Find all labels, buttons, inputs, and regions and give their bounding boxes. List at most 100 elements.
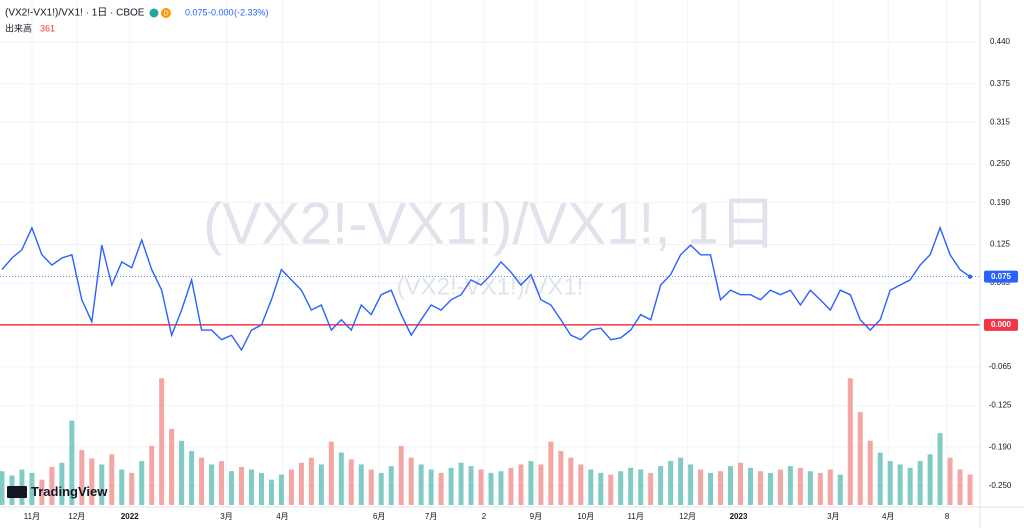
symbol-title: (VX2!-VX1!)/VX1! · 1日 · CBOE	[5, 8, 145, 19]
volume-bar	[209, 464, 215, 505]
volume-bar	[119, 469, 125, 505]
volume-bar	[199, 457, 205, 505]
volume-bar	[558, 450, 564, 505]
volume-bar	[578, 464, 584, 505]
y-tick-label: -0.065	[989, 362, 1012, 371]
badge-circle	[161, 8, 171, 18]
volume-bar	[29, 472, 35, 505]
volume-bar	[149, 445, 155, 505]
x-tick-label: 2023	[730, 512, 748, 521]
volume-bar	[737, 462, 743, 505]
volume-bar	[638, 469, 644, 505]
volume-bar	[358, 464, 364, 505]
volume-bar	[278, 474, 284, 505]
volume-bar	[767, 472, 773, 505]
x-tick-label: 6月	[373, 512, 385, 521]
logo-mark	[7, 486, 27, 498]
volume-bar	[917, 461, 923, 505]
volume-bar	[747, 467, 753, 505]
volume-bar	[448, 467, 454, 505]
volume-bar	[708, 472, 714, 505]
volume-bar	[538, 464, 544, 505]
volume-bar	[728, 466, 734, 505]
volume-bar	[179, 440, 185, 505]
y-tick-label: -0.190	[989, 442, 1012, 451]
badge: D	[163, 10, 168, 17]
volume-bar	[498, 471, 504, 505]
volume-bar	[169, 428, 175, 505]
volume-bar	[777, 469, 783, 505]
volume-bar	[308, 457, 314, 505]
volume-bar	[478, 469, 484, 505]
volume-bar	[79, 450, 85, 505]
volume-bar	[937, 433, 943, 505]
y-tick-label: 0.375	[990, 79, 1011, 88]
volume-bar	[368, 469, 374, 505]
volume-bar	[947, 457, 953, 505]
y-tick-label: 0.190	[990, 198, 1011, 207]
volume-bar	[268, 479, 274, 505]
x-tick-label: 2022	[121, 512, 139, 521]
volume-bar	[39, 479, 45, 505]
volume-bar	[568, 457, 574, 505]
volume-bar	[229, 471, 235, 505]
y-tick-label: 0.315	[990, 117, 1011, 126]
y-tick-label: 0.125	[990, 240, 1011, 249]
y-tick-label: 0.065	[990, 278, 1011, 287]
change: -0.000	[208, 7, 234, 17]
volume-bar	[69, 420, 75, 505]
volume-pane	[0, 378, 973, 505]
x-tick-label: 4月	[276, 512, 288, 521]
volume-bar	[438, 472, 444, 505]
plot	[0, 225, 980, 352]
price-line	[1, 225, 971, 352]
x-tick-label: 7月	[425, 512, 437, 521]
volume-bar	[678, 457, 684, 505]
volume-bar	[129, 472, 135, 505]
volume-bar	[628, 467, 634, 505]
y-tick-label: 0.440	[990, 37, 1011, 46]
x-tick-label: 3月	[827, 512, 839, 521]
level-label: 0.000	[991, 320, 1012, 329]
volume-bar	[688, 464, 694, 505]
volume-bar	[189, 450, 195, 505]
x-tick-label: 8	[945, 512, 950, 521]
volume-bar	[837, 474, 843, 505]
volume-bar	[99, 464, 105, 505]
volume-bar	[847, 378, 853, 505]
x-tick-label: 12月	[68, 512, 85, 521]
volume-bar	[957, 469, 963, 505]
volume-bar	[248, 469, 254, 505]
volume-bar	[658, 466, 664, 505]
volume-bar	[588, 469, 594, 505]
axes: 0.440 0.375 0.315 0.250 0.190 0.125 0.065 0.000…	[24, 37, 1018, 521]
volume-bar	[827, 469, 833, 505]
volume-bar	[239, 466, 245, 505]
volume-bar	[458, 462, 464, 505]
logo-text: TradingView	[31, 484, 108, 499]
volume-bar	[89, 458, 95, 505]
volume-bar	[548, 441, 554, 505]
volume-bar	[49, 466, 55, 505]
volume-bar	[757, 471, 763, 505]
volume-bar	[109, 454, 115, 505]
volume-bar	[219, 461, 225, 505]
price-badge-label: 0.075	[991, 272, 1012, 281]
x-tick-label: 2	[482, 512, 487, 521]
volume-bar	[807, 471, 813, 505]
x-tick-label: 11月	[628, 512, 644, 521]
logo: TradingView	[7, 484, 108, 499]
volume-bar	[897, 464, 903, 505]
x-tick-label: 12月	[679, 512, 696, 521]
volume-bar	[618, 471, 624, 505]
volume-bar	[428, 469, 434, 505]
volume-bar	[59, 462, 65, 505]
volume-bar	[787, 466, 793, 505]
volume-bar	[887, 461, 893, 505]
volume-bar	[408, 457, 414, 505]
volume-bar	[338, 452, 344, 505]
level-badge	[984, 318, 1018, 331]
volume-bar	[398, 445, 404, 505]
x-tick-label: 3月	[220, 512, 232, 521]
